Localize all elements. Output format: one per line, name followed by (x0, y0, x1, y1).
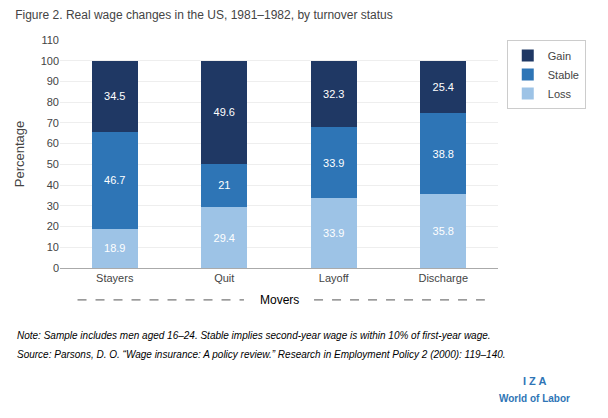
svg-text:18.9: 18.9 (104, 242, 125, 254)
svg-text:Stable: Stable (548, 69, 579, 81)
svg-text:Percentage: Percentage (12, 121, 27, 188)
svg-text:80: 80 (47, 96, 59, 108)
svg-text:60: 60 (47, 137, 59, 149)
svg-text:110: 110 (41, 34, 59, 46)
svg-text:21: 21 (218, 179, 230, 191)
svg-text:40: 40 (47, 179, 59, 191)
svg-text:33.9: 33.9 (323, 227, 344, 239)
svg-text:30: 30 (47, 200, 59, 212)
svg-text:25.4: 25.4 (433, 81, 454, 93)
svg-text:Source: Parsons, D. O. “Wage i: Source: Parsons, D. O. “Wage insurance: … (17, 349, 506, 360)
svg-text:Movers: Movers (260, 293, 299, 307)
svg-text:I Z A: I Z A (523, 375, 546, 387)
svg-text:Layoff: Layoff (319, 272, 350, 284)
svg-text:World of Labor: World of Labor (499, 393, 570, 404)
svg-text:Gain: Gain (548, 50, 571, 62)
svg-text:34.5: 34.5 (104, 90, 125, 102)
svg-text:0: 0 (53, 262, 59, 274)
svg-text:49.6: 49.6 (214, 106, 235, 118)
svg-text:Quit: Quit (214, 272, 234, 284)
svg-text:20: 20 (47, 220, 59, 232)
svg-text:100: 100 (41, 55, 59, 67)
svg-text:33.9: 33.9 (323, 157, 344, 169)
svg-text:Note: Sample includes men aged: Note: Sample includes men aged 16–24. St… (17, 330, 491, 341)
svg-text:Stayers: Stayers (96, 272, 134, 284)
svg-text:70: 70 (47, 117, 59, 129)
svg-text:38.8: 38.8 (433, 148, 454, 160)
svg-text:10: 10 (47, 241, 59, 253)
svg-text:Loss: Loss (548, 88, 572, 100)
svg-text:35.8: 35.8 (433, 225, 454, 237)
svg-text:Figure 2. Real wage changes in: Figure 2. Real wage changes in the US, 1… (15, 8, 393, 22)
svg-text:46.7: 46.7 (104, 174, 125, 186)
svg-text:Discharge: Discharge (418, 272, 468, 284)
svg-text:29.4: 29.4 (214, 232, 235, 244)
svg-text:50: 50 (47, 158, 59, 170)
svg-text:32.3: 32.3 (323, 88, 344, 100)
svg-text:90: 90 (47, 75, 59, 87)
